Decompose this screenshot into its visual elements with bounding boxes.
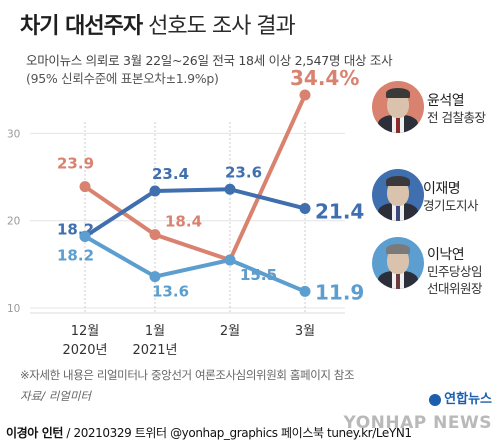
data-label-2-2: 15.5 bbox=[240, 266, 277, 284]
yonhap-logo: 연합뉴스 YONHAP NEWS bbox=[344, 388, 492, 433]
data-label-2-0: 18.2 bbox=[57, 246, 94, 264]
footnote: ※자세한 내용은 리얼미터나 중앙선거 여론조사심의위원회 홈페이지 참조 bbox=[20, 368, 355, 382]
series-line-2 bbox=[84, 234, 306, 294]
data-label-2-3: 11.9 bbox=[315, 280, 364, 304]
credit-rest: / 20210329 트위터 @yonhap_graphics 페이스북 tun… bbox=[62, 426, 412, 440]
y-tick-20: 20 bbox=[7, 216, 20, 228]
chart-subtitle: 오마이뉴스 의뢰로 3월 22일~26일 전국 18세 이상 2,547명 대상… bbox=[26, 53, 393, 68]
candidate-name-yoon: 윤석열 bbox=[427, 93, 465, 109]
data-label-0-0: 23.9 bbox=[57, 155, 94, 173]
candidate-name-lee-nakyon: 이낙연 bbox=[427, 247, 465, 263]
logo-ko: 연합뉴스 bbox=[444, 392, 492, 407]
yonhap-dot-icon bbox=[429, 393, 442, 406]
avatar-lee-jaemyung bbox=[372, 169, 424, 221]
credit-author: 이경아 인턴 bbox=[6, 426, 63, 440]
data-point-2-2 bbox=[224, 254, 236, 266]
data-point-1-3 bbox=[299, 202, 311, 214]
data-label-0-1: 18.4 bbox=[165, 213, 202, 231]
y-tick-30: 30 bbox=[7, 128, 20, 140]
candidate-name-lee-jaemyung: 이재명 bbox=[423, 181, 461, 197]
data-point-1-1 bbox=[149, 185, 161, 197]
data-label-0-3: 34.4% bbox=[290, 66, 359, 90]
x-tick-label-1-year: 2021년 bbox=[132, 343, 177, 358]
data-label-2-1: 13.6 bbox=[152, 283, 189, 301]
data-label-1-3: 21.4 bbox=[315, 199, 364, 223]
data-point-2-0 bbox=[79, 230, 91, 242]
data-label-1-2: 23.6 bbox=[225, 163, 262, 181]
x-tick-label-0-year: 2020년 bbox=[62, 343, 107, 358]
candidate-role-lee-nakyon: 민주당상임 선대위원장 bbox=[427, 264, 483, 296]
credit-line: 이경아 인턴 / 20210329 트위터 @yonhap_graphics 페… bbox=[6, 424, 412, 441]
x-tick-label-3: 3월 bbox=[295, 324, 315, 339]
chart-subtitle-margin: (95% 신뢰수준에 표본오차±1.9%p) bbox=[26, 71, 219, 86]
data-label-0-2: 15.5 bbox=[240, 266, 277, 284]
data-point-2-1 bbox=[149, 271, 161, 283]
avatar-yoon bbox=[372, 81, 424, 133]
title-normal: 선호도 조사 결과 bbox=[148, 14, 296, 39]
data-point-2-3 bbox=[299, 285, 311, 297]
x-tick-label-0: 12월 bbox=[71, 324, 100, 339]
data-point-0-1 bbox=[149, 229, 161, 241]
data-point-1-2 bbox=[224, 183, 236, 195]
series-line-1 bbox=[83, 187, 306, 239]
candidate-role-yoon: 전 검찰총장 bbox=[427, 110, 486, 125]
title-bold: 차기 대선주자 bbox=[20, 14, 143, 39]
avatar-lee-nakyon bbox=[372, 237, 424, 289]
data-point-0-3 bbox=[299, 89, 311, 101]
y-tick-10: 10 bbox=[7, 303, 20, 315]
source-note: 자료/ 리얼미터 bbox=[20, 389, 92, 403]
data-point-0-0 bbox=[79, 181, 91, 193]
series-line-0 bbox=[83, 94, 307, 262]
logo-en: YONHAP NEWS bbox=[343, 413, 492, 433]
x-tick-label-1: 1월 bbox=[145, 324, 165, 339]
candidate-role-lee-jaemyung: 경기도지사 bbox=[423, 198, 479, 213]
data-label-1-1: 23.4 bbox=[152, 165, 189, 183]
x-tick-label-2: 2월 bbox=[220, 324, 240, 339]
chart-title: 차기 대선주자 선호도 조사 결과 bbox=[20, 8, 296, 40]
